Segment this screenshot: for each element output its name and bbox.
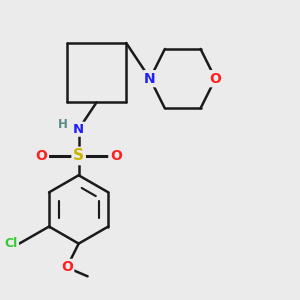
Text: N: N bbox=[73, 123, 84, 136]
Text: N: N bbox=[144, 72, 156, 86]
Text: O: O bbox=[110, 149, 122, 163]
Text: O: O bbox=[36, 149, 47, 163]
Text: Cl: Cl bbox=[4, 237, 17, 250]
Text: O: O bbox=[209, 72, 221, 86]
Text: O: O bbox=[61, 260, 73, 274]
Text: H: H bbox=[57, 118, 67, 131]
Text: S: S bbox=[73, 148, 84, 164]
